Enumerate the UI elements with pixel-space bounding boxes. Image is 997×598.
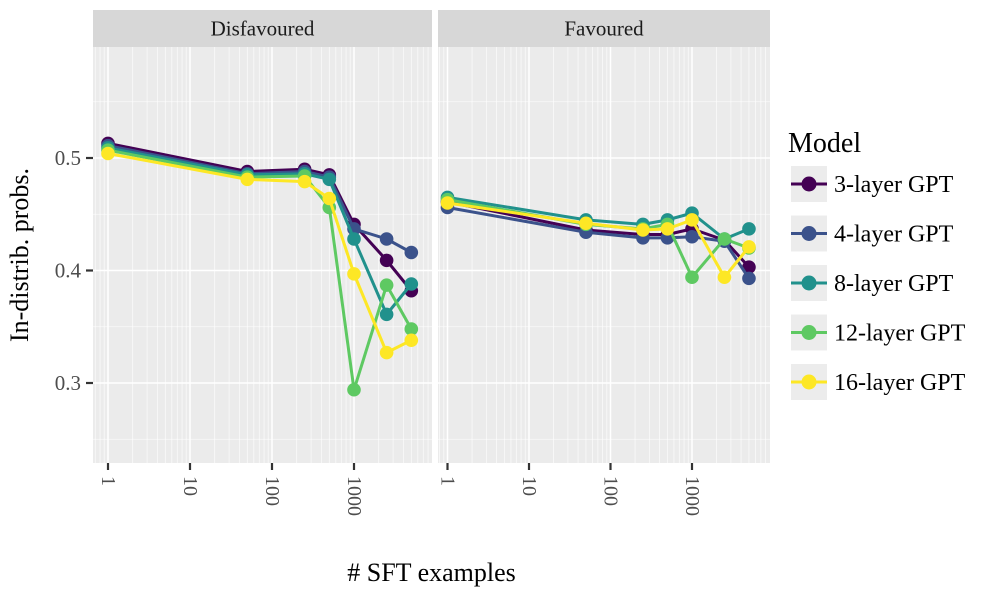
x-axis-title: # SFT examples xyxy=(347,558,516,587)
data-point-8-layer-gpt-disfavoured-x1000 xyxy=(347,232,361,246)
x-tick-label: 1 xyxy=(97,476,119,486)
data-point-12-layer-gpt-disfavoured-x5000 xyxy=(404,322,419,336)
legend-key-dot-4-layer-gpt xyxy=(801,226,817,241)
data-point-8-layer-gpt-favoured-x5000 xyxy=(742,222,756,236)
legend-label-12-layer-gpt: 12-layer GPT xyxy=(834,321,966,347)
data-point-16-layer-gpt-favoured-x2500 xyxy=(717,270,732,285)
data-point-16-layer-gpt-favoured-x250 xyxy=(636,223,650,237)
y-axis-title: In-distrib. probs. xyxy=(5,168,34,342)
legend-key-dot-8-layer-gpt xyxy=(801,275,817,291)
data-point-16-layer-gpt-disfavoured-x1 xyxy=(101,146,115,161)
legend-title: Model xyxy=(788,128,861,159)
x-tick-label: 10 xyxy=(518,476,540,496)
facet-strip-label-favoured: Favoured xyxy=(564,17,644,41)
data-point-4-layer-gpt-favoured-x1000 xyxy=(685,229,699,244)
data-point-12-layer-gpt-disfavoured-x1000 xyxy=(347,382,361,397)
data-point-12-layer-gpt-disfavoured-x2500 xyxy=(379,278,394,292)
x-tick-label: 1 xyxy=(437,476,459,486)
y-tick-label: 0.5 xyxy=(55,146,81,170)
data-point-16-layer-gpt-disfavoured-x5000 xyxy=(404,333,419,348)
legend-label-8-layer-gpt: 8-layer GPT xyxy=(834,271,954,297)
data-point-3-layer-gpt-disfavoured-x2500 xyxy=(379,253,394,268)
y-tick-label: 0.3 xyxy=(55,371,81,395)
x-tick-label: 100 xyxy=(261,476,283,506)
legend-key-dot-12-layer-gpt xyxy=(801,325,817,340)
data-point-12-layer-gpt-favoured-x2500 xyxy=(717,232,732,246)
x-tick-label: 1000 xyxy=(681,476,703,516)
panel-background-disfavoured xyxy=(93,47,432,463)
x-tick-label: 100 xyxy=(600,476,622,506)
data-point-16-layer-gpt-disfavoured-x250 xyxy=(297,174,312,189)
x-tick-label: 10 xyxy=(179,476,201,496)
data-point-12-layer-gpt-favoured-x1000 xyxy=(685,270,699,285)
data-point-4-layer-gpt-disfavoured-x5000 xyxy=(404,245,419,260)
facet-strip-label-disfavoured: Disfavoured xyxy=(211,17,315,41)
data-point-16-layer-gpt-favoured-x1 xyxy=(440,196,455,210)
legend-label-16-layer-gpt: 16-layer GPT xyxy=(834,370,966,396)
legend-label-3-layer-gpt: 3-layer GPT xyxy=(834,172,954,198)
data-point-16-layer-gpt-disfavoured-x2500 xyxy=(379,345,394,360)
y-tick-label: 0.4 xyxy=(55,259,82,283)
data-point-4-layer-gpt-disfavoured-x2500 xyxy=(379,232,394,246)
data-point-16-layer-gpt-favoured-x5000 xyxy=(742,240,756,254)
x-tick-label: 1000 xyxy=(343,476,365,516)
data-point-16-layer-gpt-favoured-x500 xyxy=(660,222,675,236)
data-point-8-layer-gpt-disfavoured-x500 xyxy=(322,172,337,187)
data-point-16-layer-gpt-favoured-x1000 xyxy=(685,213,699,227)
data-point-16-layer-gpt-favoured-x50 xyxy=(579,216,593,231)
legend-key-dot-16-layer-gpt xyxy=(801,374,817,390)
data-point-8-layer-gpt-disfavoured-x2500 xyxy=(379,307,394,322)
data-point-16-layer-gpt-disfavoured-x1000 xyxy=(347,267,361,281)
facet-strip-disfavoured xyxy=(93,10,432,47)
data-point-16-layer-gpt-disfavoured-x50 xyxy=(240,172,255,187)
facet-strip-favoured xyxy=(438,10,770,47)
data-point-16-layer-gpt-disfavoured-x500 xyxy=(322,191,337,206)
legend-key-dot-3-layer-gpt xyxy=(801,176,817,192)
data-point-8-layer-gpt-disfavoured-x5000 xyxy=(404,277,419,291)
legend-label-4-layer-gpt: 4-layer GPT xyxy=(834,222,954,248)
panel-background-favoured xyxy=(438,47,770,463)
data-point-4-layer-gpt-favoured-x5000 xyxy=(742,271,756,286)
